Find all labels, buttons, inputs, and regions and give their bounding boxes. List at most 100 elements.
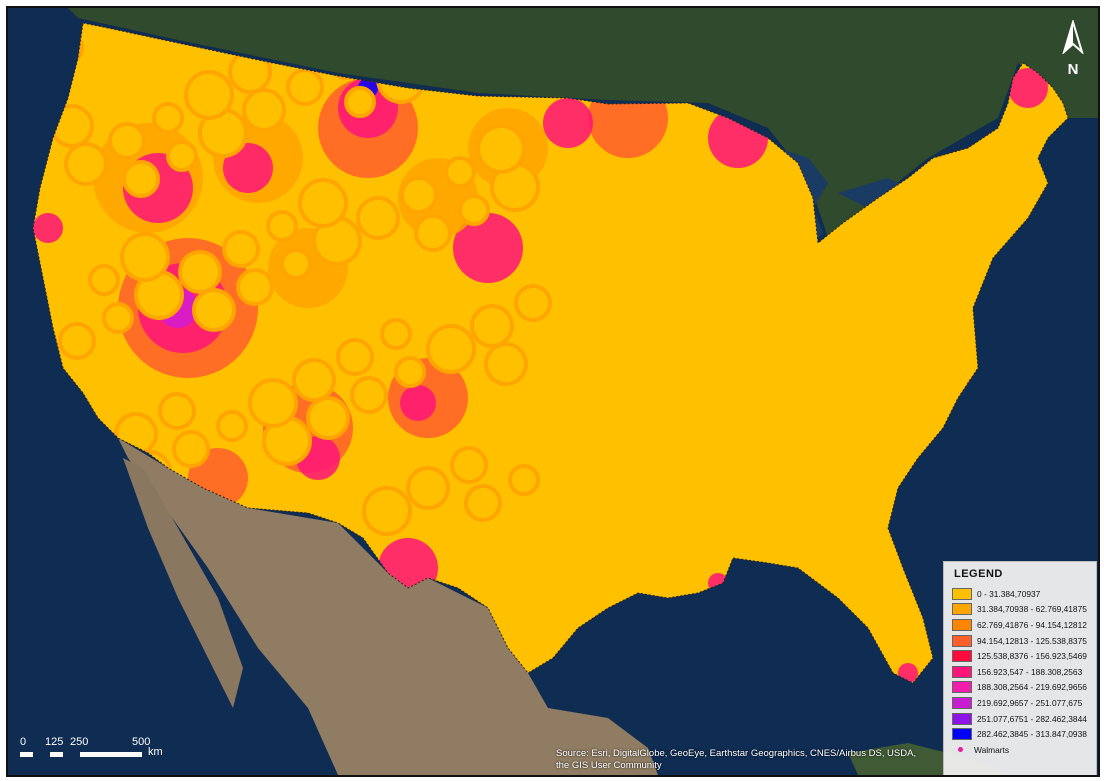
store-buffer <box>350 376 388 414</box>
store-buffer <box>458 194 490 226</box>
legend-item: 125.538,8376 - 156.923,5469 <box>952 648 1088 664</box>
scale-segment <box>50 752 63 757</box>
store-buffer <box>120 232 170 282</box>
store-buffer <box>242 88 286 132</box>
legend-item: 251.077,6751 - 282.462,3844 <box>952 711 1088 727</box>
legend-item: 156.923,547 - 188.308,2563 <box>952 664 1088 680</box>
store-buffer <box>178 250 222 294</box>
legend-item-label: 0 - 31.384,70937 <box>977 588 1041 599</box>
store-buffer <box>344 86 376 118</box>
raster-hotspot <box>543 98 593 148</box>
store-buffer <box>64 142 108 186</box>
store-buffer <box>508 464 540 496</box>
mexico-land <box>118 438 658 775</box>
legend-swatch <box>952 665 972 678</box>
store-buffer <box>426 324 476 374</box>
canada-land <box>68 8 1098 238</box>
store-buffer <box>122 160 160 198</box>
store-buffer <box>184 70 234 120</box>
store-buffer <box>356 196 400 240</box>
legend-item: 282.462,3845 - 313.847,0938 <box>952 726 1088 742</box>
legend-item: 31.384,70938 - 62.769,41875 <box>952 602 1088 618</box>
legend-title: LEGEND <box>954 568 1003 580</box>
legend-swatch <box>952 712 972 725</box>
store-buffer <box>514 284 552 322</box>
north-arrow: N <box>1060 18 1086 78</box>
legend-item-label: 125.538,8376 - 156.923,5469 <box>977 651 1087 662</box>
scale-segment <box>20 752 33 757</box>
legend-item: 219.692,9657 - 251.077,675 <box>952 695 1088 711</box>
legend-swatch <box>952 603 972 616</box>
source-line-2: the GIS User Community <box>556 760 662 771</box>
north-label: N <box>1067 61 1079 78</box>
store-buffer <box>444 156 476 188</box>
store-buffer <box>88 264 120 296</box>
store-buffer <box>58 322 96 360</box>
legend-item-label: 31.384,70938 - 62.769,41875 <box>977 604 1087 615</box>
map-canvas[interactable] <box>8 8 1098 775</box>
legend-swatch <box>952 681 972 694</box>
store-buffer <box>406 466 450 510</box>
store-buffer <box>158 392 196 430</box>
store-buffer <box>248 378 298 428</box>
north-arrow-icon <box>1062 18 1084 56</box>
source-attribution: Source: Esri, DigitalGlobe, GeoEye, Eart… <box>556 748 916 772</box>
legend-walmarts-label: Walmarts <box>974 744 1010 755</box>
legend-item-label: 62.769,41876 - 94.154,12812 <box>977 619 1087 630</box>
store-buffer <box>470 304 514 348</box>
legend-swatch <box>952 587 972 600</box>
legend-item: 94.154,12813 - 125.538,8375 <box>952 633 1088 649</box>
store-buffer <box>166 140 198 172</box>
store-buffer <box>102 302 134 334</box>
legend-swatch <box>952 728 972 741</box>
legend-item-label: 251.077,6751 - 282.462,3844 <box>977 713 1087 724</box>
legend-item-label: 94.154,12813 - 125.538,8375 <box>977 635 1087 646</box>
store-buffer <box>484 342 528 386</box>
legend-swatch <box>952 650 972 663</box>
store-buffer <box>450 446 488 484</box>
scale-tick-250: 250 <box>70 736 89 748</box>
raster-hotspot <box>33 213 63 243</box>
store-buffer <box>394 356 426 388</box>
legend-item-label: 219.692,9657 - 251.077,675 <box>977 697 1083 708</box>
legend-item: 0 - 31.384,70937 <box>952 586 1088 602</box>
store-buffer <box>464 484 502 522</box>
legend-swatch <box>952 618 972 631</box>
legend-swatch <box>952 696 972 709</box>
store-buffer <box>476 124 526 174</box>
legend-item-label: 282.462,3845 - 313.847,0938 <box>977 729 1087 740</box>
raster-hotspot <box>453 213 523 283</box>
raster-hotspot <box>400 385 436 421</box>
legend-panel: LEGEND 0 - 31.384,70937 31.384,70938 - 62… <box>943 561 1097 775</box>
store-buffer <box>362 486 412 536</box>
scale-tick-125: 125 <box>45 736 64 748</box>
store-buffer <box>216 410 248 442</box>
store-buffer <box>266 210 298 242</box>
scale-tick-500: 500 <box>132 736 151 748</box>
store-buffer <box>298 178 348 228</box>
store-buffer <box>108 122 146 160</box>
raster-hotspot <box>223 143 273 193</box>
store-buffer <box>306 396 350 440</box>
store-buffer <box>222 230 260 268</box>
store-buffer <box>292 358 336 402</box>
map-frame: N 0 125 250 500 km Source: Esri, Digital… <box>6 6 1100 777</box>
store-buffer <box>236 268 274 306</box>
store-buffer <box>400 176 438 214</box>
legend-item-label: 156.923,547 - 188.308,2563 <box>977 666 1083 677</box>
scale-unit: km <box>148 746 163 758</box>
store-buffer <box>192 288 236 332</box>
store-buffer <box>336 338 374 376</box>
legend-swatch <box>952 634 972 647</box>
scale-segment <box>80 752 142 757</box>
store-buffer <box>152 102 184 134</box>
store-buffer <box>380 318 412 350</box>
walmart-point-icon <box>958 747 963 753</box>
scale-tick-0: 0 <box>20 736 27 748</box>
raster-hotspot <box>1008 68 1048 108</box>
source-line-1: Source: Esri, DigitalGlobe, GeoEye, Eart… <box>556 748 917 759</box>
legend-item-label: 188.308,2564 - 219.692,9656 <box>977 682 1087 693</box>
store-buffer <box>286 68 324 106</box>
store-buffer <box>172 430 210 468</box>
store-buffer <box>414 214 452 252</box>
